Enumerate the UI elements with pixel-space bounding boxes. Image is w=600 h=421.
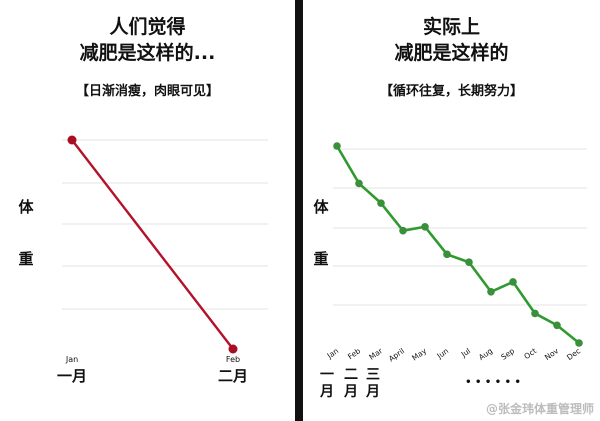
left-chart: Jan Feb 一月 二月 体重 [18, 135, 268, 385]
y-axis-label: 体 [313, 198, 329, 216]
right-chart: Jan Feb Mar April May Jun Jul Aug Sep Oct Nov Dec 体重… [313, 142, 587, 400]
cn-month-suffix: 月 [319, 384, 334, 400]
data-point [553, 321, 561, 330]
series-line [71, 139, 234, 350]
data-point [465, 258, 473, 267]
x-tick-label: Jun [435, 346, 451, 361]
data-point [67, 135, 77, 145]
cn-month-suffix: 月 [343, 384, 358, 400]
y-axis-label: 重 [313, 250, 328, 268]
x-tick-label: Jan [65, 355, 78, 364]
data-point [487, 287, 495, 296]
right-title-line1: 实际上 [422, 16, 480, 38]
x-tick-label: Jan [325, 346, 341, 361]
cn-month-suffix: 月 [365, 384, 380, 400]
data-point [228, 344, 238, 354]
watermark: @张金玮体重管理师 [485, 402, 594, 416]
data-point [333, 142, 341, 150]
cn-month-number: 二 [344, 367, 358, 383]
right-panel: 实际上 减肥是这样的 【循环往复，长期努力】 Jan Feb Mar April May… [303, 0, 600, 421]
x-tick-label: Feb [346, 346, 362, 361]
y-axis-label: 重 [18, 250, 33, 268]
data-point [355, 179, 363, 188]
cn-month-number: 一 [320, 367, 334, 383]
x-tick-label: April [387, 346, 406, 363]
left-title-line1: 人们觉得 [109, 16, 186, 38]
x-tick-label: Mar [367, 346, 385, 362]
x-tick-label: Aug [477, 346, 494, 362]
x-tick-label: May [410, 346, 428, 363]
panel-divider [295, 0, 303, 421]
data-point [399, 226, 407, 235]
x-tick-label-cn: 二月 [218, 367, 248, 385]
y-axis-label: 体 [18, 198, 34, 216]
left-panel: 人们觉得 减肥是这样的... 【日渐消瘦，肉眼可见】 Jan Feb 一月 二月 体重 [0, 0, 295, 421]
x-tick-label: Sep [499, 346, 516, 362]
x-tick-label-cn: 一月 [57, 367, 87, 385]
data-point [421, 222, 429, 231]
right-subtitle: 【循环往复，长期努力】 [379, 84, 523, 99]
x-tick-label: Dec [565, 346, 582, 362]
data-point [443, 250, 451, 259]
data-point [575, 339, 583, 347]
data-point [531, 309, 539, 318]
series-line [335, 145, 580, 345]
right-title-line2: 减肥是这样的 [394, 42, 509, 64]
x-tick-label: Jul [459, 346, 472, 359]
x-tick-label: Oct [522, 346, 538, 361]
left-subtitle: 【日渐消瘦，肉眼可见】 [75, 84, 219, 99]
continuation-dots: • • • • • • [465, 377, 521, 388]
data-point [377, 199, 385, 207]
x-tick-label: Feb [226, 355, 240, 364]
cn-month-number: 三 [366, 367, 380, 383]
x-tick-label: Nov [543, 346, 561, 362]
left-title-line2: 减肥是这样的... [79, 42, 216, 64]
data-point [509, 278, 517, 286]
